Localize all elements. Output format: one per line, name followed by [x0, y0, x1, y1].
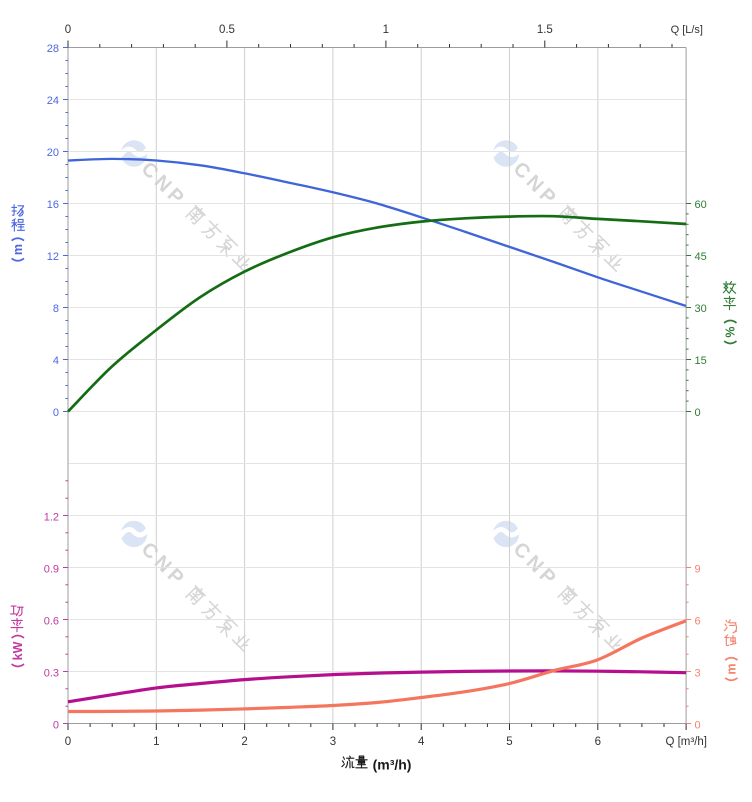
- svg-text:0: 0: [65, 24, 71, 36]
- svg-text:20: 20: [47, 147, 59, 159]
- svg-text:0.6: 0.6: [44, 615, 59, 627]
- svg-text:24: 24: [47, 95, 59, 107]
- svg-text:4: 4: [53, 355, 59, 367]
- svg-text:0.3: 0.3: [44, 667, 59, 679]
- svg-text:6: 6: [695, 615, 701, 627]
- svg-text:3: 3: [695, 667, 701, 679]
- svg-text:0: 0: [53, 719, 59, 731]
- svg-text:0: 0: [695, 719, 701, 731]
- svg-text:%: %: [724, 326, 738, 337]
- svg-text:5: 5: [506, 736, 512, 748]
- svg-text:60: 60: [695, 199, 707, 211]
- svg-text:(m³/h): (m³/h): [373, 757, 412, 773]
- svg-text:45: 45: [695, 251, 707, 263]
- svg-text:30: 30: [695, 303, 707, 315]
- svg-text:8: 8: [53, 303, 59, 315]
- svg-text:4: 4: [418, 736, 425, 748]
- svg-text:28: 28: [47, 43, 59, 55]
- svg-text:15: 15: [695, 355, 707, 367]
- svg-text:3: 3: [330, 736, 336, 748]
- svg-text:0.5: 0.5: [219, 24, 235, 36]
- svg-text:m: m: [725, 663, 739, 674]
- svg-text:2: 2: [241, 736, 247, 748]
- svg-text:1.2: 1.2: [44, 511, 59, 523]
- svg-text:Q [m³/h]: Q [m³/h]: [665, 736, 707, 748]
- svg-text:1: 1: [153, 736, 159, 748]
- svg-text:0: 0: [53, 407, 59, 419]
- svg-text:16: 16: [47, 199, 59, 211]
- svg-text:6: 6: [595, 736, 601, 748]
- svg-text:kW: kW: [11, 641, 25, 660]
- svg-text:0.9: 0.9: [44, 563, 59, 575]
- svg-text:Q [L/s]: Q [L/s]: [671, 24, 703, 36]
- svg-text:9: 9: [695, 563, 701, 575]
- svg-text:m: m: [11, 244, 25, 255]
- svg-text:0: 0: [695, 407, 701, 419]
- svg-text:12: 12: [47, 251, 59, 263]
- svg-text:1: 1: [383, 24, 389, 36]
- svg-text:0: 0: [65, 736, 71, 748]
- svg-text:1.5: 1.5: [537, 24, 553, 36]
